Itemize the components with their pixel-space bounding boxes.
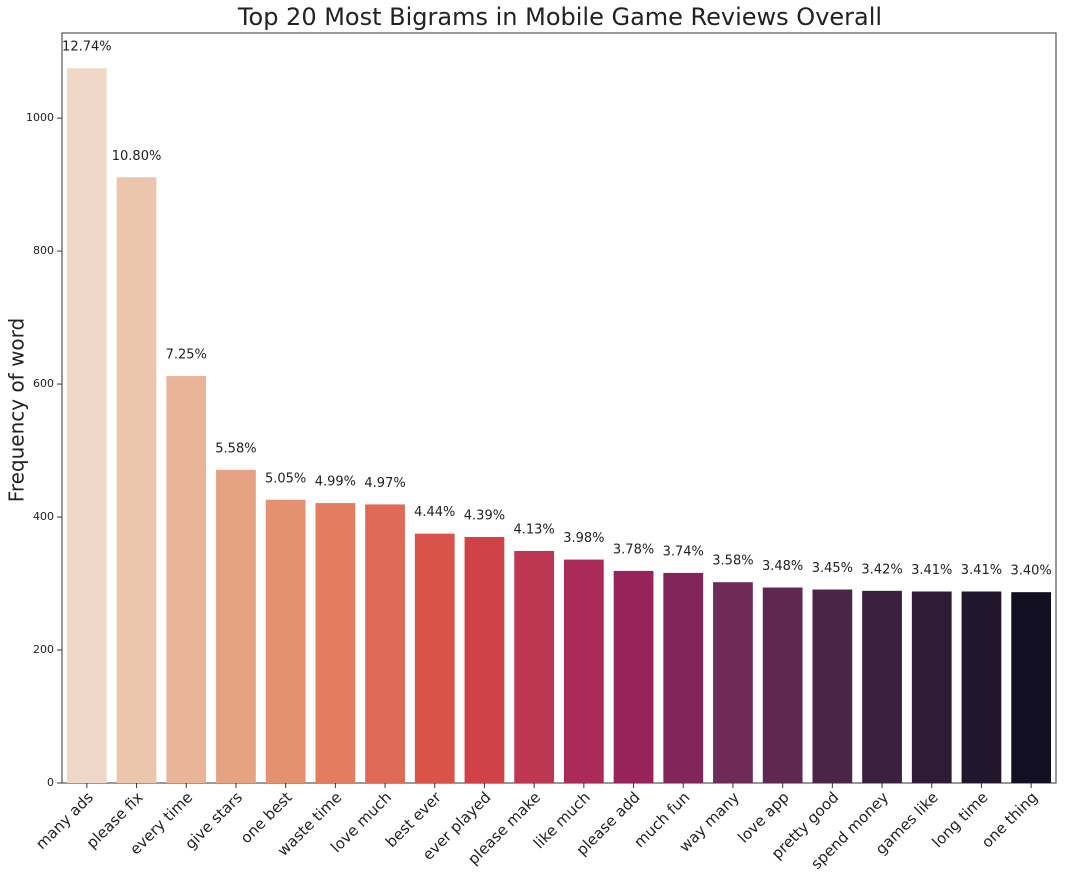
bar xyxy=(265,499,306,783)
bar-annotation: 4.44% xyxy=(414,505,455,520)
bar xyxy=(911,591,952,783)
bar xyxy=(216,469,256,783)
chart-title: Top 20 Most Bigrams in Mobile Game Revie… xyxy=(237,3,882,31)
bar xyxy=(613,570,654,783)
bar-annotation: 3.41% xyxy=(961,563,1002,578)
bar xyxy=(315,503,356,783)
bar xyxy=(514,550,555,783)
bar xyxy=(862,590,902,783)
bar-annotation: 3.40% xyxy=(1010,564,1051,579)
bar xyxy=(563,559,604,783)
bar xyxy=(961,591,1002,783)
bar xyxy=(365,504,405,783)
bar-annotation: 4.13% xyxy=(513,522,554,537)
bar xyxy=(166,376,207,783)
bar xyxy=(464,536,505,783)
bar-annotation: 5.05% xyxy=(265,471,306,486)
bar-annotation: 5.58% xyxy=(215,441,256,456)
y-tick-label: 600 xyxy=(33,377,54,390)
bar xyxy=(1011,592,1052,783)
bar xyxy=(414,533,455,783)
bar-annotation: 7.25% xyxy=(166,348,207,363)
y-tick-label: 0 xyxy=(47,776,54,789)
bar xyxy=(762,587,803,783)
y-axis-label: Frequency of word xyxy=(5,318,29,502)
bar-annotation: 3.78% xyxy=(613,542,654,557)
bar xyxy=(116,177,157,783)
bar xyxy=(66,68,107,783)
y-tick-label: 200 xyxy=(33,643,54,656)
bar-annotation: 10.80% xyxy=(112,149,162,164)
bar-annotation: 3.48% xyxy=(762,559,803,574)
bar xyxy=(812,589,853,783)
bar-annotation: 3.45% xyxy=(812,561,853,576)
bar-annotation: 4.39% xyxy=(464,508,505,523)
y-tick-label: 1000 xyxy=(26,111,54,124)
bar-annotation: 3.41% xyxy=(911,563,952,578)
bar-annotation: 3.98% xyxy=(563,531,604,546)
y-tick-label: 800 xyxy=(33,244,54,257)
plot-frame xyxy=(61,32,1057,784)
bar xyxy=(713,582,753,783)
y-tick-label: 400 xyxy=(33,510,54,523)
bar xyxy=(663,572,704,783)
bar-annotation: 3.42% xyxy=(861,562,902,577)
bar-annotation: 4.99% xyxy=(315,475,356,490)
bar-annotation: 12.74% xyxy=(62,40,112,55)
bar-annotation: 3.74% xyxy=(663,544,704,559)
bar-annotation: 3.58% xyxy=(712,554,753,569)
bar-annotation: 4.97% xyxy=(364,476,405,491)
